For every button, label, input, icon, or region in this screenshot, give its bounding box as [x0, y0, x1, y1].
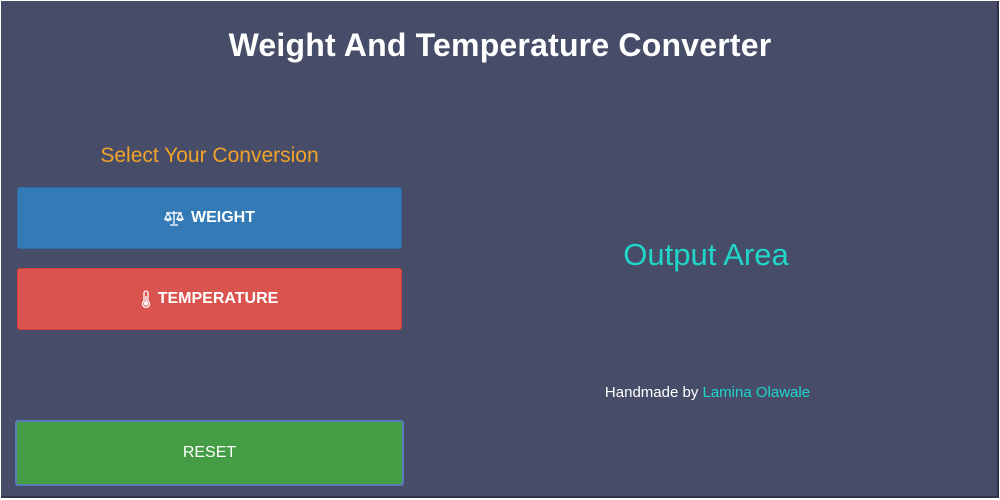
select-conversion-heading: Select Your Conversion: [100, 144, 319, 167]
footer-credit: Handmade by Lamina Olawale: [411, 384, 1000, 401]
output-area: Output Area: [623, 237, 789, 272]
temperature-button[interactable]: TEMPERATURE: [17, 268, 402, 330]
weight-button[interactable]: WEIGHT: [17, 187, 402, 249]
temperature-button-label: TEMPERATURE: [157, 290, 279, 307]
weight-button-label: WEIGHT: [191, 209, 255, 226]
balance-scale-icon: [164, 210, 184, 226]
author-link[interactable]: Lamina Olawale: [702, 384, 811, 401]
conversion-panel: Select Your Conversion WEIGHT: [1, 1, 411, 498]
credit-prefix: Handmade by: [604, 384, 699, 401]
thermometer-icon: [141, 290, 151, 308]
reset-button[interactable]: RESET: [15, 420, 404, 486]
page-title: Weight And Temperature Converter: [228, 27, 772, 63]
